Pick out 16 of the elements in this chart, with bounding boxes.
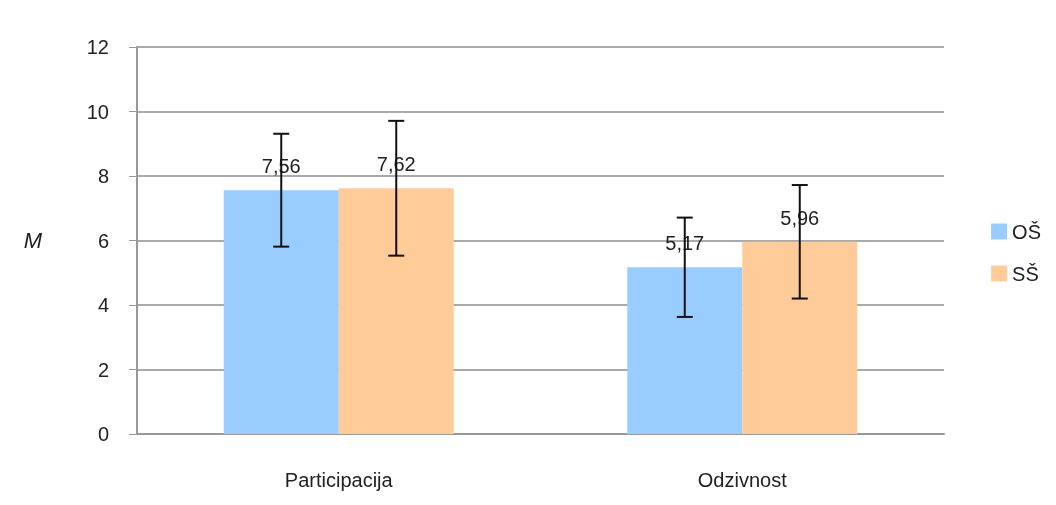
y-tick-label: 2 xyxy=(97,358,109,381)
y-tick-label: 4 xyxy=(97,294,109,316)
x-tick-label: Odzivnost xyxy=(697,469,788,491)
y-tick-label: 12 xyxy=(86,36,109,58)
y-tick-label: 10 xyxy=(86,100,109,123)
bar xyxy=(338,188,454,434)
y-tick-label: 0 xyxy=(97,423,109,445)
y-axis-title: M xyxy=(23,228,43,253)
y-tick-label: 8 xyxy=(97,165,109,187)
x-tick-label: Participacija xyxy=(284,469,394,491)
legend-label: OŠ xyxy=(1012,220,1042,243)
bar xyxy=(742,241,858,434)
bar xyxy=(223,190,339,434)
y-tick-label: 6 xyxy=(97,229,109,252)
bar xyxy=(627,267,743,434)
legend-label: SŠ xyxy=(1012,262,1039,285)
